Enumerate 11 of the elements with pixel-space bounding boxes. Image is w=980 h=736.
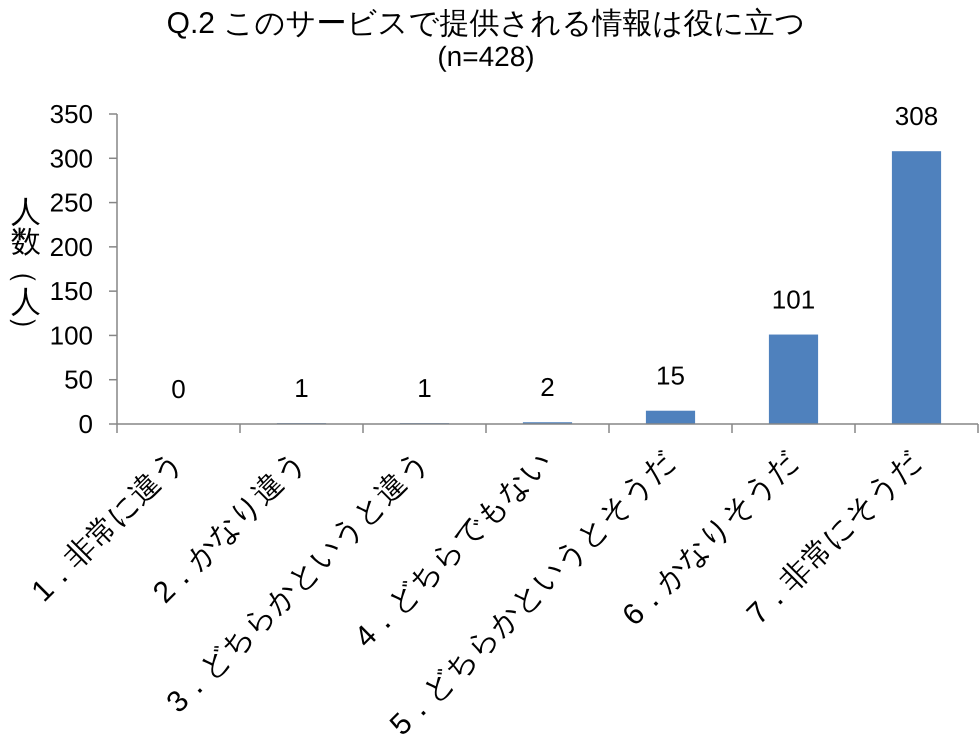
subtitle: (n=428)	[437, 41, 535, 72]
y-tick-label: 50	[64, 364, 93, 395]
y-tick-label: 200	[50, 232, 93, 262]
y-tick-label: 100	[50, 320, 93, 350]
y-tick-label: 150	[50, 276, 93, 306]
title: Q.2 このサービスで提供される情報は役に立つ	[166, 7, 806, 40]
y-tick-label: 300	[50, 143, 93, 174]
y-tick-label: 0	[78, 409, 93, 439]
ylabel: 人数（人）	[8, 195, 41, 345]
y-tick-label: 250	[50, 188, 93, 218]
y-tick-label: 350	[50, 99, 93, 129]
